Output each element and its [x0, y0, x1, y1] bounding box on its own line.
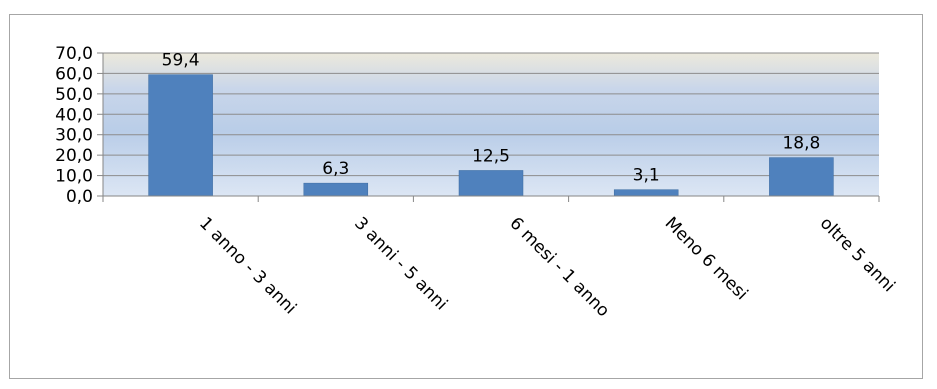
y-tick-label: 10,0 [55, 167, 93, 187]
axes [97, 52, 880, 202]
data-label: 59,4 [162, 51, 200, 71]
bars [148, 74, 834, 197]
y-tick-label: 60,0 [55, 64, 93, 84]
y-tick-label: 0,0 [66, 187, 93, 207]
x-category-label: 1 anno - 3 anni [195, 213, 300, 318]
data-label: 12,5 [472, 146, 510, 166]
x-category-label: Meno 6 mesi [661, 213, 752, 304]
bar [148, 74, 213, 197]
data-label: 18,8 [782, 134, 820, 154]
y-tick-label: 40,0 [55, 105, 93, 125]
y-tick-label: 20,0 [55, 146, 93, 166]
x-category-label: oltre 5 anni [816, 213, 899, 296]
bar [303, 182, 369, 197]
y-tick-label: 30,0 [55, 126, 93, 146]
data-label: 3,1 [633, 166, 660, 186]
x-category-label: 3 anni - 5 anni [350, 213, 451, 314]
gridlines [103, 52, 879, 177]
bar [458, 170, 524, 197]
y-tick-label: 50,0 [55, 85, 93, 105]
bar [613, 189, 679, 197]
x-category-label: 6 mesi - 1 anno [505, 213, 613, 321]
bar [769, 157, 834, 197]
y-tick-label: 70,0 [55, 44, 93, 64]
data-label: 6,3 [322, 159, 349, 179]
